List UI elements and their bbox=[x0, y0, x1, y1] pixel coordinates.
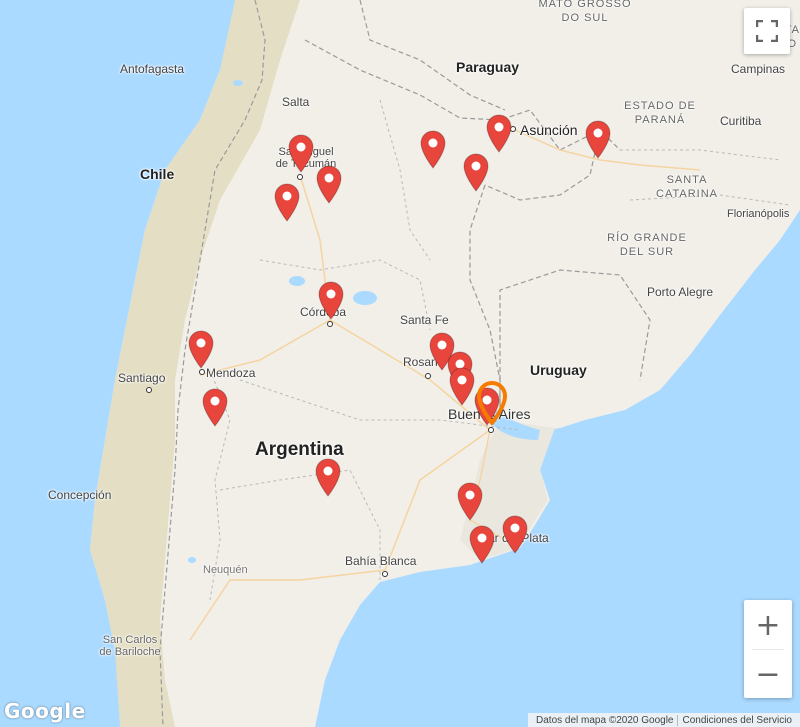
map-marker[interactable] bbox=[273, 182, 301, 222]
city-dot-mendoza bbox=[199, 369, 205, 375]
zoom-control: + − bbox=[744, 600, 792, 698]
map-marker[interactable] bbox=[456, 481, 484, 521]
country-label-paraguay: Paraguay bbox=[456, 59, 520, 75]
map-marker[interactable] bbox=[501, 514, 529, 554]
map-marker[interactable] bbox=[315, 164, 343, 204]
city-label-concepcion: Concepción bbox=[48, 488, 112, 502]
map-data-attribution[interactable]: Datos del mapa ©2020 Google bbox=[536, 714, 674, 726]
map-marker[interactable] bbox=[584, 119, 612, 159]
region-label-mato-grosso: MATO GROSSO DO SUL bbox=[538, 0, 632, 24]
attribution-bar: Datos del mapa ©2020 Google Condiciones … bbox=[528, 713, 800, 727]
map-marker[interactable] bbox=[419, 129, 447, 169]
terms-of-service-link[interactable]: Condiciones del Servicio bbox=[677, 714, 796, 726]
city-dot-santiago bbox=[146, 387, 152, 393]
city-label-salta: Salta bbox=[282, 95, 310, 109]
map-marker[interactable] bbox=[448, 366, 476, 406]
city-label-rosario: Rosario bbox=[403, 355, 445, 369]
map-marker[interactable] bbox=[468, 524, 496, 564]
map-marker[interactable] bbox=[314, 457, 342, 497]
region-label-santa-catarina: SANTA CATARINA bbox=[656, 174, 718, 200]
map-marker[interactable] bbox=[462, 152, 490, 192]
country-label-uruguay: Uruguay bbox=[530, 362, 587, 378]
country-label-argentina: Argentina bbox=[255, 439, 344, 460]
zoom-in-button[interactable]: + bbox=[755, 607, 781, 643]
city-label-florianopolis: Florianópolis bbox=[727, 208, 790, 220]
map-marker[interactable] bbox=[485, 113, 513, 153]
city-label-santiago: Santiago bbox=[118, 371, 166, 385]
zoom-divider bbox=[752, 649, 784, 650]
fullscreen-icon bbox=[756, 20, 778, 42]
region-label-rio-grande: RÍO GRANDE DEL SUR bbox=[607, 232, 687, 258]
country-label-chile: Chile bbox=[140, 166, 175, 182]
map-marker[interactable] bbox=[317, 280, 345, 320]
city-label-neuquen: Neuquén bbox=[203, 564, 248, 576]
city-dot-buenos-aires bbox=[488, 427, 494, 433]
city-label-antofagasta: Antofagasta bbox=[120, 62, 185, 76]
region-label-parana: ESTADO DE PARANÁ bbox=[624, 100, 696, 126]
map-marker[interactable] bbox=[287, 133, 315, 173]
city-label-curitiba: Curitiba bbox=[720, 114, 762, 128]
google-logo[interactable]: Google bbox=[4, 699, 86, 723]
city-label-campinas: Campinas bbox=[731, 62, 786, 76]
city-label-bariloche: San Carlos de Bariloche bbox=[99, 634, 161, 658]
city-label-asuncion: Asunción bbox=[520, 122, 578, 138]
map-marker-selected[interactable] bbox=[476, 381, 508, 427]
map-marker[interactable] bbox=[428, 331, 456, 371]
city-label-bahia-blanca: Bahía Blanca bbox=[345, 554, 417, 568]
city-label-porto-alegre: Porto Alegre bbox=[647, 285, 714, 299]
city-dot-cordoba bbox=[327, 321, 333, 327]
city-dot-tucuman bbox=[297, 174, 303, 180]
map-marker[interactable] bbox=[201, 387, 229, 427]
fullscreen-button[interactable] bbox=[744, 8, 790, 54]
zoom-out-button[interactable]: − bbox=[755, 656, 781, 692]
map-marker[interactable] bbox=[187, 329, 215, 369]
city-label-santa-fe: Santa Fe bbox=[400, 313, 449, 327]
city-dot-bahia-blanca bbox=[382, 571, 388, 577]
city-dot-rosario bbox=[425, 373, 431, 379]
city-label-mendoza: Mendoza bbox=[206, 366, 256, 380]
